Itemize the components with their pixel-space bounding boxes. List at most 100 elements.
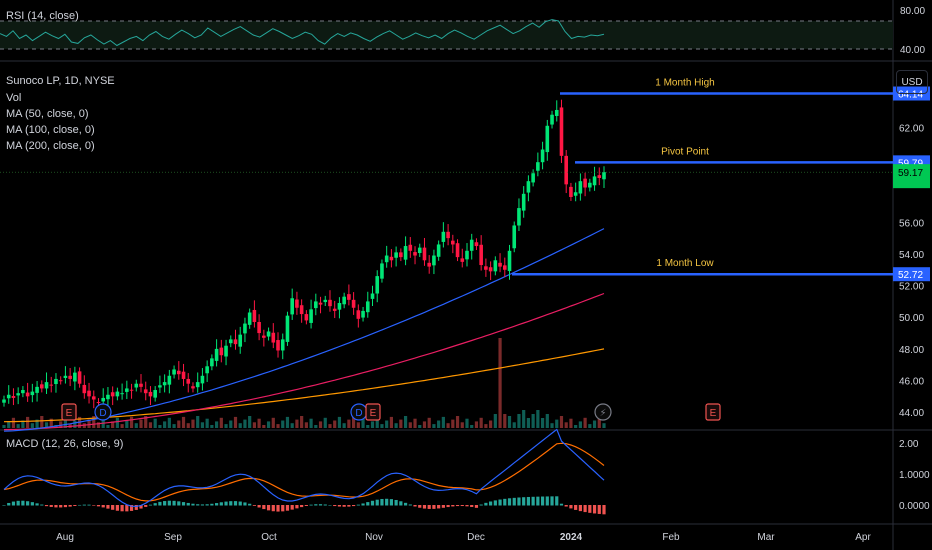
candle-body — [295, 299, 299, 308]
volume-bar — [578, 421, 582, 428]
candle-body — [87, 390, 91, 397]
macd-histogram-bar — [59, 505, 63, 508]
macd-histogram-bar — [16, 500, 20, 506]
macd-histogram-bar — [597, 505, 601, 514]
candle-body — [564, 155, 569, 185]
candle-body — [162, 382, 167, 386]
candle-body — [280, 339, 285, 351]
candle-body — [181, 371, 186, 379]
rsi-tick-label: 40.00 — [900, 45, 925, 56]
candle-body — [134, 383, 139, 388]
volume-bar — [432, 424, 436, 428]
candle-body — [375, 276, 380, 294]
rsi-line — [0, 19, 605, 47]
macd-histogram-bar — [196, 504, 200, 506]
event-label: E — [710, 408, 717, 419]
candle-body — [328, 299, 332, 307]
volume-bar — [498, 338, 502, 428]
x-axis-tick-label: Aug — [56, 532, 74, 543]
macd-signal-line — [3, 442, 605, 502]
macd-histogram-bar — [238, 501, 242, 506]
volume-bar — [526, 418, 531, 428]
rsi-label: RSI (14, close) — [6, 10, 79, 22]
candle-body — [167, 375, 172, 385]
candle-body — [465, 250, 469, 260]
macd-histogram-bar — [474, 505, 479, 508]
x-axis-tick-label: Oct — [261, 532, 277, 543]
volume-bar — [489, 420, 493, 428]
volume-bar — [437, 420, 441, 428]
candle-body — [583, 178, 587, 188]
price-tick-label: 56.00 — [899, 218, 924, 229]
macd-histogram-bar — [493, 500, 497, 506]
macd-histogram-bar — [172, 500, 176, 506]
currency-button[interactable]: USD — [896, 70, 928, 94]
macd-histogram-bar — [214, 503, 219, 506]
macd-tick-label: 1.0000 — [899, 470, 930, 481]
candle-body — [602, 172, 606, 180]
macd-histogram-bar — [153, 503, 157, 506]
volume-bar — [375, 417, 379, 428]
macd-histogram-bar — [370, 500, 375, 506]
volume-bar — [11, 417, 16, 428]
macd-histogram-bar — [323, 504, 327, 506]
candle-body — [545, 125, 550, 153]
volume-bar — [531, 414, 535, 428]
macd-histogram-bar — [7, 502, 11, 506]
candle-body — [422, 247, 427, 261]
candle-body — [536, 162, 540, 171]
volume-bar — [592, 420, 597, 428]
macd-histogram-bar — [394, 499, 398, 506]
candle-body — [224, 345, 228, 357]
volume-bar — [111, 421, 115, 428]
macd-histogram-bar — [120, 505, 124, 512]
macd-histogram-bar — [181, 502, 186, 506]
volume-bar — [441, 416, 445, 428]
x-axis-tick-label: Dec — [467, 532, 485, 543]
volume-bar — [167, 417, 171, 428]
candle-body — [521, 193, 526, 211]
last-price-tag — [893, 164, 930, 189]
candle-body — [2, 399, 6, 403]
macd-tick-label: 2.00 — [899, 439, 919, 450]
price-tick-label: 44.00 — [899, 408, 924, 419]
volume-bar — [574, 425, 578, 428]
candle-body — [77, 371, 82, 384]
candle-body — [110, 392, 115, 397]
ma100-indicator-label[interactable]: MA (100, close, 0) — [6, 124, 95, 136]
macd-histogram-bar — [408, 504, 412, 506]
volume-bar — [342, 423, 346, 428]
macd-histogram-bar — [129, 505, 134, 511]
price-tick-label: 54.00 — [899, 250, 924, 261]
macd-histogram-bar — [503, 498, 507, 506]
volume-bar — [550, 423, 554, 428]
candle-body — [507, 250, 512, 272]
macd-histogram-bar — [224, 501, 228, 506]
ma50-indicator-label[interactable]: MA (50, close, 0) — [6, 108, 89, 120]
candle-body — [455, 243, 460, 258]
symbol-title[interactable]: Sunoco LP, 1D, NYSE — [6, 75, 115, 87]
candle-body — [214, 348, 219, 361]
volume-indicator-label[interactable]: Vol — [6, 92, 22, 104]
volume-bar — [40, 416, 44, 428]
macd-histogram-bar — [318, 504, 323, 506]
volume-bar — [238, 423, 242, 428]
ma200-indicator-label[interactable]: MA (200, close, 0) — [6, 140, 95, 152]
earnings-icon — [61, 403, 77, 421]
macd-histogram-bar — [73, 505, 77, 506]
macd-histogram-bar — [451, 505, 455, 507]
macd-histogram-bar — [399, 501, 403, 506]
volume-bar — [564, 422, 568, 428]
candle-body — [82, 384, 87, 394]
macd-histogram-bar — [125, 505, 129, 512]
volume-bar — [493, 414, 497, 428]
macd-histogram-bar — [403, 502, 408, 506]
macd-histogram-bar — [200, 504, 205, 506]
candle-body — [35, 386, 39, 393]
macd-histogram-bar — [366, 502, 370, 506]
candle-body — [21, 390, 25, 394]
macd-histogram-bar — [92, 505, 96, 506]
volume-bar — [210, 425, 214, 428]
